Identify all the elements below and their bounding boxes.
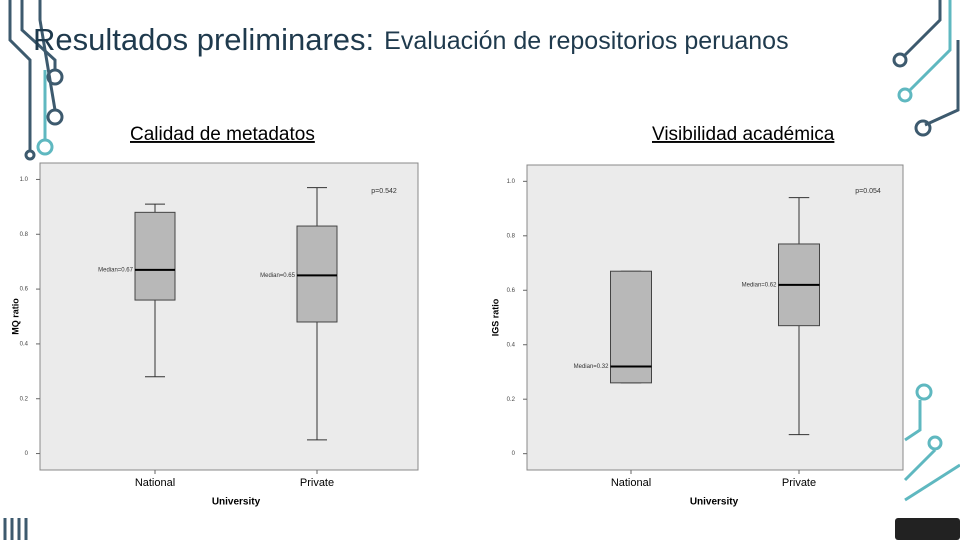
title-rest: Evaluación de repositorios peruanos xyxy=(384,27,788,55)
box xyxy=(296,225,338,323)
x-tick-label: National xyxy=(135,477,175,489)
y-axis-label: MQ ratio xyxy=(10,298,20,335)
annotation: p=0.054 xyxy=(855,188,881,195)
median-label: Median=0.67 xyxy=(98,267,134,273)
y-axis-label: IGS ratio xyxy=(490,298,500,336)
decoration xyxy=(3,0,960,540)
y-tick-label: 0.8 xyxy=(20,232,29,238)
y-tick-label: 0.8 xyxy=(507,233,516,239)
x-tick-label: Private xyxy=(782,477,816,489)
plot-area xyxy=(526,164,904,471)
y-tick-label: 0.4 xyxy=(507,342,516,348)
x-axis-label: University xyxy=(690,497,739,508)
y-tick-label: 1.0 xyxy=(507,179,516,185)
annotation: p=0.542 xyxy=(371,188,397,195)
y-tick-label: 0.2 xyxy=(507,397,516,403)
chart-title: Calidad de metadatos xyxy=(130,124,315,145)
y-tick-label: 0 xyxy=(512,451,516,457)
y-tick-label: 1.0 xyxy=(20,177,29,183)
y-tick-label: 0.6 xyxy=(20,287,29,293)
title-bold: Resultados preliminares: xyxy=(33,22,374,57)
plot-area xyxy=(39,162,419,471)
x-axis-label: University xyxy=(212,497,261,508)
x-tick-label: National xyxy=(611,477,651,489)
y-tick-label: 0.2 xyxy=(20,396,29,402)
chart-title: Visibilidad académica xyxy=(652,124,835,145)
box xyxy=(610,270,652,384)
box xyxy=(134,211,176,301)
y-tick-label: 0.4 xyxy=(20,341,29,347)
median-label: Median=0.62 xyxy=(742,282,778,288)
y-tick-label: 0.6 xyxy=(507,288,516,294)
slide-title: Resultados preliminares: Evaluación de re… xyxy=(33,22,789,57)
median-label: Median=0.65 xyxy=(260,273,296,279)
y-tick-label: 0 xyxy=(25,451,29,457)
median-label: Median=0.32 xyxy=(574,364,610,370)
x-tick-label: Private xyxy=(300,477,334,489)
